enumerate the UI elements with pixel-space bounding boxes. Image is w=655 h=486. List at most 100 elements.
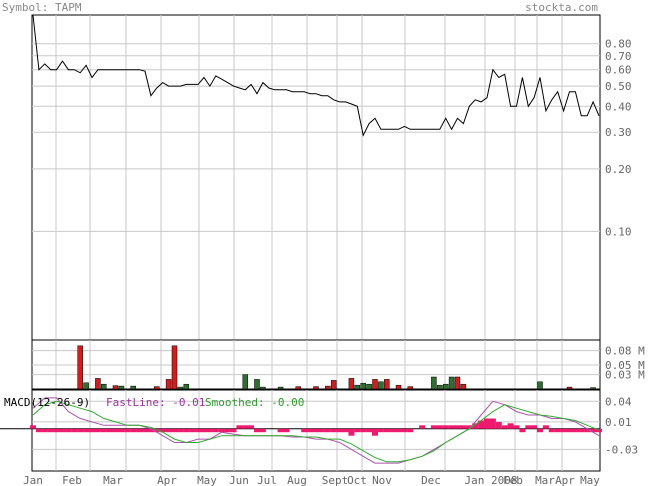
volume-bar xyxy=(77,345,83,390)
macd-hist-bar xyxy=(318,428,325,433)
macd-hist-bar xyxy=(283,428,290,433)
symbol-label: Symbol: TAPM xyxy=(2,1,82,14)
macd-hist-bar xyxy=(389,428,396,433)
macd-hist-bar xyxy=(519,428,526,433)
volume-bar xyxy=(277,386,284,390)
macd-hist-bar xyxy=(383,428,390,433)
macd-histogram xyxy=(30,418,602,436)
macd-hist-bar xyxy=(501,425,508,429)
x-tick-label: Apr xyxy=(555,474,575,486)
macd-hist-bar xyxy=(366,428,373,433)
x-tick-label: Jul xyxy=(257,474,277,486)
macd-hist-bar xyxy=(342,428,349,433)
macd-smoothed-line xyxy=(32,400,600,463)
macd-hist-bar xyxy=(136,428,143,433)
volume-bar xyxy=(260,386,266,390)
macd-hist-bar xyxy=(118,428,125,433)
x-tick-label: Mar xyxy=(103,474,123,486)
macd-hist-bar xyxy=(130,428,137,433)
macd-hist-bar xyxy=(590,428,597,433)
macd-hist-bar xyxy=(83,428,90,433)
x-tick-label: Mar xyxy=(535,474,555,486)
macd-hist-bar xyxy=(142,428,148,433)
volume-bar xyxy=(171,345,178,390)
macd-hist-bar xyxy=(277,428,284,433)
volume-bar xyxy=(183,383,190,390)
macd-hist-bar xyxy=(307,428,314,433)
macd-hist-bar xyxy=(165,428,172,433)
macd-hist-bar xyxy=(354,428,361,433)
volume-bar xyxy=(590,387,596,390)
macd-gridlines xyxy=(0,390,600,471)
macd-panel: 0.04 0.01 -0.03 MACD(12-26-9) FastLine: -0… xyxy=(0,389,638,472)
macd-hist-bar xyxy=(566,428,573,433)
price-tick-label: 0.50 xyxy=(605,80,632,93)
macd-hist-bar xyxy=(147,428,154,433)
macd-lines xyxy=(32,397,600,464)
macd-hist-bar xyxy=(206,428,213,433)
macd-hist-bar xyxy=(324,428,331,433)
volume-bar xyxy=(313,386,319,390)
volume-bar xyxy=(112,385,119,390)
macd-hist-bar xyxy=(153,428,160,433)
macd-hist-bar xyxy=(65,428,72,433)
volume-bar xyxy=(325,385,331,390)
macd-hist-bar xyxy=(537,428,543,433)
macd-hist-bar xyxy=(218,428,225,433)
x-tick-label: Sept xyxy=(322,474,349,486)
price-tick-label: 0.60 xyxy=(605,64,632,77)
volume-bar xyxy=(372,379,378,390)
x-tick-label: Jun xyxy=(229,474,249,486)
macd-hist-bar xyxy=(195,428,202,433)
x-tick-label: Nov xyxy=(372,474,392,486)
macd-hist-bar xyxy=(495,421,502,429)
x-tick-label: May xyxy=(580,474,600,486)
macd-hist-bar xyxy=(531,425,538,429)
volume-tick-label: 0.03 M xyxy=(605,369,645,382)
price-panel: 0.800.700.60 0.50 0.40 0.30 0.20 0.10 xyxy=(31,14,632,341)
macd-hist-bar xyxy=(336,428,343,433)
price-tick-label: 0.10 xyxy=(605,225,632,238)
macd-hist-bar xyxy=(360,428,367,433)
volume-tick-label: 0.08 M xyxy=(605,345,645,358)
macd-hist-bar xyxy=(112,428,119,433)
macd-hist-bar xyxy=(313,428,319,433)
macd-hist-bar xyxy=(242,425,249,429)
volume-bar xyxy=(437,384,443,390)
macd-hist-bar xyxy=(159,428,166,433)
macd-hist-bar xyxy=(560,428,567,433)
macd-title: MACD(12-26-9) xyxy=(4,396,90,409)
macd-hist-bar xyxy=(478,420,485,429)
macd-hist-bar xyxy=(489,418,496,429)
x-tick-label: Aug xyxy=(287,474,307,486)
price-tick-label: 0.70 xyxy=(605,50,632,63)
macd-hist-bar xyxy=(584,428,591,433)
macd-hist-bar xyxy=(484,418,490,429)
volume-axis-ticks: 0.08 M0.05 M0.03 M xyxy=(605,345,645,382)
volume-bar xyxy=(407,386,414,390)
price-tick-label: 0.30 xyxy=(605,126,632,139)
volume-bar xyxy=(295,386,302,390)
macd-hist-bar xyxy=(513,425,520,429)
volume-bar xyxy=(460,383,467,390)
macd-hist-bar xyxy=(177,428,184,433)
volume-bar xyxy=(395,384,402,390)
macd-hist-bar xyxy=(35,428,42,433)
volume-bar xyxy=(448,376,455,390)
macd-hist-bar xyxy=(348,428,355,436)
macd-hist-bar xyxy=(236,425,243,429)
volume-tick-label: 0.05 M xyxy=(605,359,645,372)
macd-hist-bar xyxy=(596,428,602,433)
macd-hist-bar xyxy=(407,428,414,433)
x-tick-label: Oct xyxy=(347,474,367,486)
macd-hist-bar xyxy=(548,428,555,433)
price-tick-label: 0.20 xyxy=(605,163,632,176)
macd-hist-bar xyxy=(30,425,36,429)
macd-hist-bar xyxy=(100,428,107,433)
macd-hist-bar xyxy=(442,425,449,429)
macd-axis-ticks: 0.04 0.01 -0.03 xyxy=(605,395,638,456)
macd-hist-bar xyxy=(106,428,113,433)
macd-hist-bar xyxy=(377,428,384,433)
